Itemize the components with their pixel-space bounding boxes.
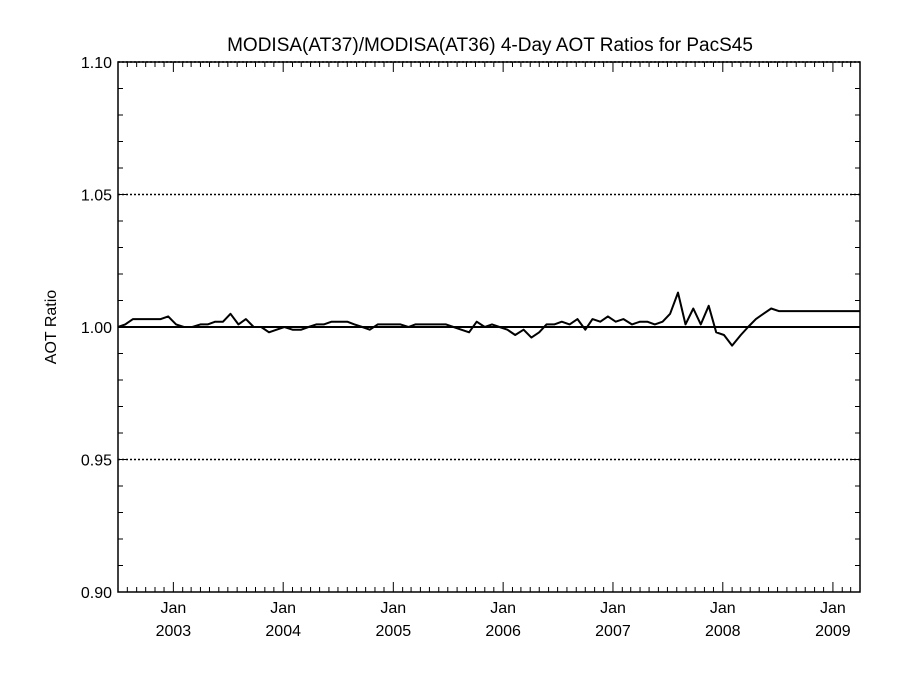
plot-area: 0.90 0.95 1.00 1.05 1.10 Jan 2003 Jan 2004 Jan 200… bbox=[81, 55, 861, 640]
x-tick-label-year: 2005 bbox=[376, 623, 412, 640]
x-tick-label-month: Jan bbox=[820, 600, 846, 617]
x-tick-label-year: 2004 bbox=[265, 623, 301, 640]
y-tick-label: 0.90 bbox=[81, 585, 112, 602]
y-tick-label: 1.05 bbox=[81, 188, 112, 205]
y-tick-label: 1.00 bbox=[81, 320, 112, 337]
x-tick-label-month: Jan bbox=[710, 600, 736, 617]
y-tick-label: 1.10 bbox=[81, 55, 112, 72]
chart-title: MODISA(AT37)/MODISA(AT36) 4-Day AOT Rati… bbox=[227, 35, 753, 56]
x-tick-label-year: 2006 bbox=[485, 623, 521, 640]
series-line bbox=[117, 291, 860, 347]
x-tick-label-year: 2007 bbox=[595, 623, 631, 640]
plot-frame bbox=[117, 61, 861, 593]
x-tick-label-month: Jan bbox=[270, 600, 296, 617]
x-tick-label-year: 2009 bbox=[815, 623, 851, 640]
x-tick-label-year: 2003 bbox=[156, 623, 192, 640]
y-axis-label: AOT Ratio bbox=[43, 290, 60, 365]
x-tick-label-month: Jan bbox=[380, 600, 406, 617]
x-tick-label-month: Jan bbox=[600, 600, 626, 617]
x-tick-label-month: Jan bbox=[490, 600, 516, 617]
x-tick-label-year: 2008 bbox=[705, 623, 741, 640]
x-tick-label-month: Jan bbox=[160, 600, 186, 617]
y-tick-label: 0.95 bbox=[81, 453, 112, 470]
